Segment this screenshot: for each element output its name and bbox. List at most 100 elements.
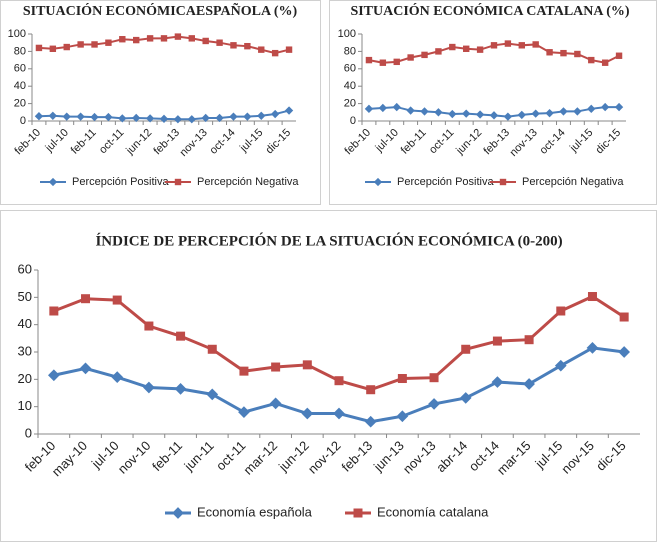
legend-label: Percepción Negativa xyxy=(197,176,299,188)
marker xyxy=(206,388,219,401)
marker xyxy=(353,508,363,518)
marker xyxy=(499,178,507,186)
x-tick-label: oct-14 xyxy=(208,127,238,157)
x-tick-label: oct-11 xyxy=(97,127,127,157)
marker xyxy=(393,58,400,66)
marker xyxy=(600,102,610,112)
x-tick-label: jul-10 xyxy=(43,127,71,155)
marker xyxy=(105,39,112,46)
marker xyxy=(434,108,443,117)
y-tick-label: 0 xyxy=(350,115,356,127)
legend-label: Percepción Negativa xyxy=(522,176,624,188)
x-tick-label: jul-15 xyxy=(237,127,265,155)
marker xyxy=(302,360,312,370)
x-tick-label: mar-15 xyxy=(494,438,534,478)
legend-label: Economía catalana xyxy=(377,504,489,519)
y-tick-label: 40 xyxy=(344,80,356,92)
x-tick-label: jun-12 xyxy=(453,127,484,158)
marker xyxy=(435,48,442,55)
marker xyxy=(229,112,238,121)
marker xyxy=(174,33,182,40)
panel-border xyxy=(0,210,657,542)
marker xyxy=(463,45,470,52)
marker xyxy=(588,56,595,64)
marker xyxy=(77,41,84,48)
marker xyxy=(556,306,566,316)
marker xyxy=(373,177,383,187)
y-tick-label: 60 xyxy=(344,63,356,75)
marker xyxy=(587,104,596,113)
marker xyxy=(532,41,539,48)
x-tick-label: feb-11 xyxy=(69,127,99,157)
marker xyxy=(48,111,58,120)
chart-title: SITUACIÓN ECONÓMICAESPAÑOLA (%) xyxy=(23,1,298,19)
panel-border xyxy=(329,0,657,205)
marker xyxy=(491,376,504,388)
x-tick-label: nov-13 xyxy=(508,127,540,159)
x-tick-label: oct-11 xyxy=(427,127,457,157)
y-tick-label: 10 xyxy=(18,398,32,413)
marker xyxy=(215,113,224,123)
marker xyxy=(490,42,498,49)
y-tick-label: 40 xyxy=(14,80,26,92)
marker xyxy=(48,177,58,187)
marker xyxy=(559,107,568,116)
marker xyxy=(503,112,513,121)
series-line xyxy=(53,294,625,392)
marker xyxy=(76,112,85,121)
marker xyxy=(176,331,186,341)
marker xyxy=(243,112,252,121)
marker xyxy=(47,369,60,382)
marker xyxy=(428,398,440,410)
y-tick-label: 100 xyxy=(8,28,26,40)
marker xyxy=(407,54,414,61)
x-tick-label: feb-13 xyxy=(152,127,183,158)
marker xyxy=(574,50,581,58)
marker xyxy=(379,59,387,66)
marker xyxy=(230,42,237,49)
marker xyxy=(614,102,624,112)
marker xyxy=(160,35,168,42)
legend-label: Percepción Positiva xyxy=(72,176,169,188)
x-tick-label: jun-12 xyxy=(275,438,312,475)
marker xyxy=(188,35,195,42)
marker xyxy=(119,36,126,43)
x-tick-label: feb-10 xyxy=(343,127,374,158)
marker xyxy=(143,381,155,394)
marker xyxy=(364,415,377,428)
marker xyxy=(145,114,155,123)
marker xyxy=(239,366,249,376)
y-tick-label: 0 xyxy=(25,425,32,440)
x-tick-label: feb-10 xyxy=(13,127,44,158)
marker xyxy=(587,292,597,302)
marker xyxy=(81,294,91,304)
marker xyxy=(476,46,484,53)
y-tick-label: 20 xyxy=(14,98,26,110)
y-tick-label: 60 xyxy=(14,63,26,75)
marker xyxy=(523,378,535,390)
x-tick-label: feb-11 xyxy=(149,438,185,474)
marker xyxy=(271,362,281,372)
marker xyxy=(545,109,554,118)
marker xyxy=(378,103,388,113)
marker xyxy=(449,43,456,51)
marker xyxy=(462,109,471,118)
marker xyxy=(421,51,428,59)
x-tick-label: dic-15 xyxy=(264,127,294,157)
marker xyxy=(132,113,141,123)
x-tick-label: jun-13 xyxy=(370,438,407,475)
marker xyxy=(270,109,280,119)
x-tick-label: jul-10 xyxy=(373,127,401,155)
marker xyxy=(91,41,98,48)
chart-title: ÍNDICE DE PERCEPCIÓN DE LA SITUACIÓN ECO… xyxy=(95,232,562,249)
marker xyxy=(216,39,223,46)
marker xyxy=(396,410,409,423)
marker xyxy=(159,114,169,123)
marker xyxy=(365,56,373,64)
x-tick-label: jun-12 xyxy=(123,127,154,158)
x-tick-label: dic-15 xyxy=(594,127,624,157)
marker xyxy=(173,115,183,124)
marker xyxy=(35,44,43,52)
marker xyxy=(334,376,344,386)
